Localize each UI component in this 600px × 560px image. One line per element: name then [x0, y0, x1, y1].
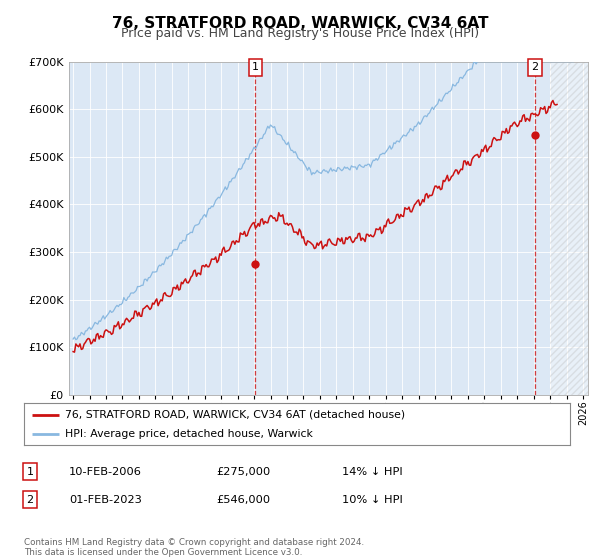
Text: 2: 2	[26, 494, 34, 505]
Text: 76, STRATFORD ROAD, WARWICK, CV34 6AT (detached house): 76, STRATFORD ROAD, WARWICK, CV34 6AT (d…	[65, 409, 405, 419]
Text: HPI: Average price, detached house, Warwick: HPI: Average price, detached house, Warw…	[65, 429, 313, 439]
Text: 10-FEB-2006: 10-FEB-2006	[69, 466, 142, 477]
Text: Contains HM Land Registry data © Crown copyright and database right 2024.
This d: Contains HM Land Registry data © Crown c…	[24, 538, 364, 557]
Text: 10% ↓ HPI: 10% ↓ HPI	[342, 494, 403, 505]
Text: £546,000: £546,000	[216, 494, 270, 505]
Text: 2: 2	[532, 62, 539, 72]
Text: £275,000: £275,000	[216, 466, 270, 477]
Text: 1: 1	[252, 62, 259, 72]
Bar	[550, 62, 588, 395]
Text: Price paid vs. HM Land Registry's House Price Index (HPI): Price paid vs. HM Land Registry's House …	[121, 27, 479, 40]
Text: 1: 1	[26, 466, 34, 477]
Text: 76, STRATFORD ROAD, WARWICK, CV34 6AT: 76, STRATFORD ROAD, WARWICK, CV34 6AT	[112, 16, 488, 31]
Text: 14% ↓ HPI: 14% ↓ HPI	[342, 466, 403, 477]
Text: 01-FEB-2023: 01-FEB-2023	[69, 494, 142, 505]
